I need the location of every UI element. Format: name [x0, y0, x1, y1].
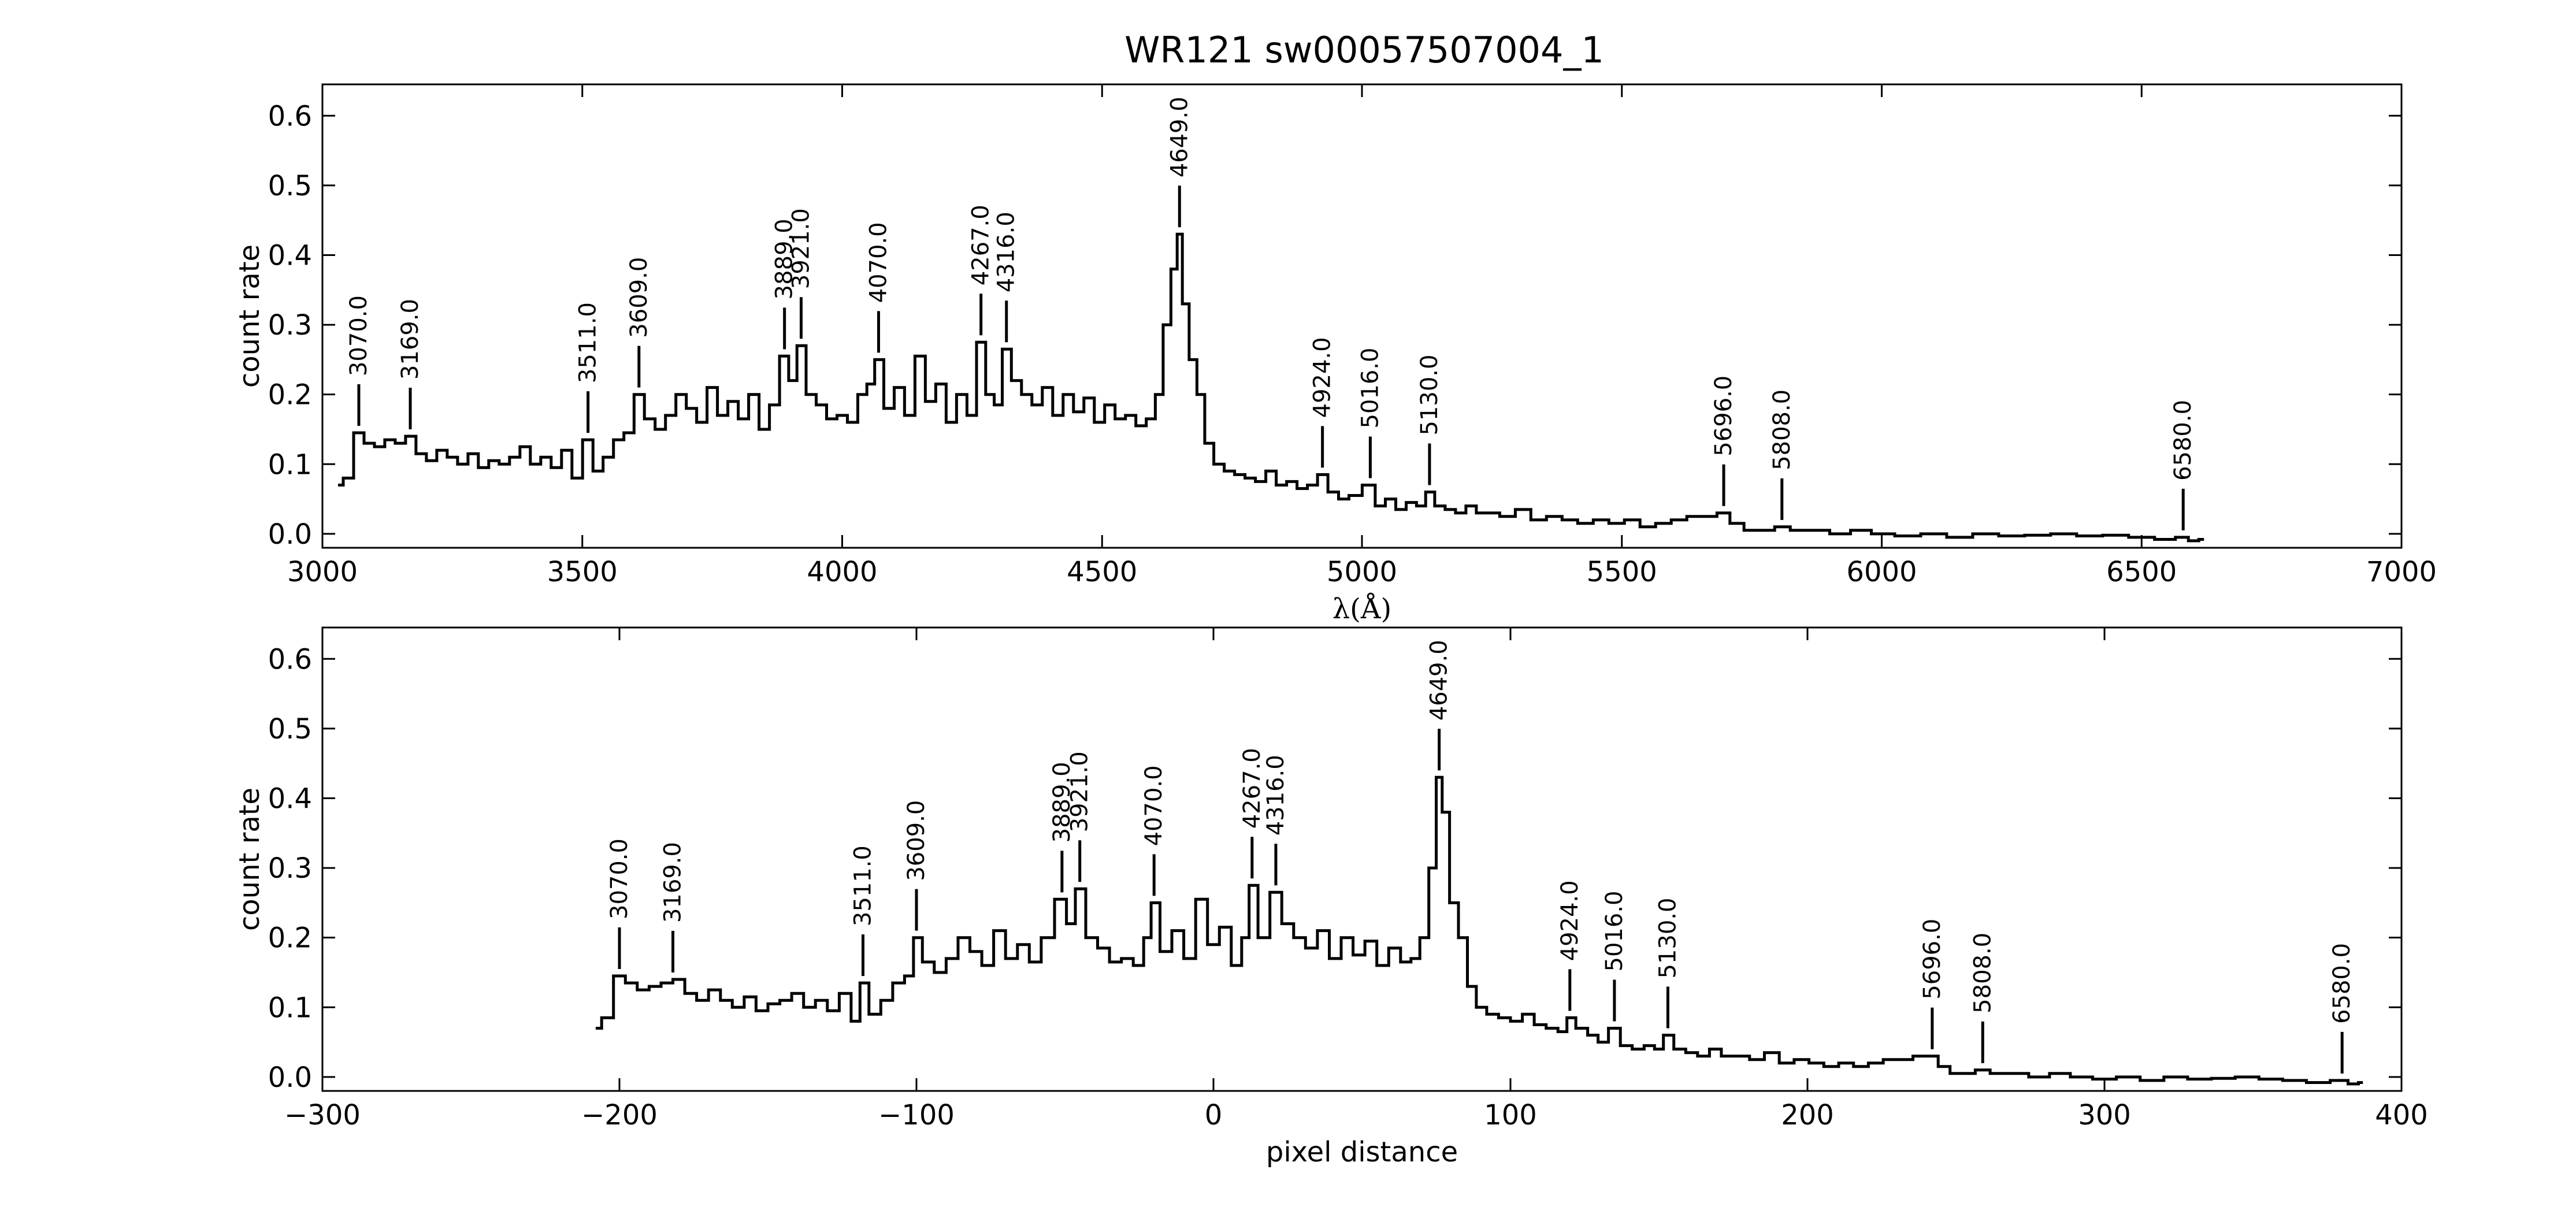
line-label: 3921.0	[788, 208, 814, 289]
x-tick-label: −100	[878, 1099, 955, 1131]
line-label: 4267.0	[968, 205, 994, 285]
line-label: 3070.0	[606, 838, 633, 919]
y-axis-label: count rate	[233, 788, 266, 931]
y-tick-label: 0.0	[268, 1061, 312, 1094]
y-tick-label: 0.2	[268, 379, 312, 411]
line-label: 4070.0	[865, 222, 892, 303]
y-tick-label: 0.4	[268, 239, 312, 272]
line-label: 3889.0	[771, 218, 798, 299]
x-tick-label: −200	[581, 1099, 658, 1131]
line-label: 4649.0	[1166, 96, 1193, 177]
line-label: 6580.0	[2329, 943, 2355, 1024]
line-label: 3609.0	[626, 257, 652, 338]
x-tick-label: 3500	[547, 556, 618, 588]
line-label: 4924.0	[1557, 880, 1583, 961]
line-label: 4649.0	[1426, 640, 1453, 721]
x-tick-label: 300	[2078, 1099, 2131, 1131]
y-tick-label: 0.5	[268, 713, 312, 745]
x-tick-label: 0	[1205, 1099, 1223, 1131]
chart-title: WR121 sw00057507004_1	[1124, 29, 1604, 71]
x-tick-label: 200	[1781, 1099, 1834, 1131]
axes-frame	[321, 626, 2403, 1092]
y-tick-label: 0.1	[268, 448, 312, 481]
line-label: 3511.0	[575, 302, 602, 383]
line-label: 3889.0	[1049, 762, 1075, 842]
line-label: 4316.0	[993, 211, 1020, 292]
line-label: 3511.0	[849, 845, 876, 926]
y-tick-label: 0.3	[268, 309, 312, 341]
x-axis-label: pixel distance	[1266, 1136, 1458, 1168]
x-tick-label: 4000	[807, 556, 877, 588]
line-label: 4924.0	[1309, 337, 1336, 418]
x-tick-label: −300	[284, 1099, 361, 1131]
line-label: 5696.0	[1710, 376, 1737, 456]
y-tick-label: 0.4	[268, 782, 312, 815]
x-tick-label: 5000	[1327, 556, 1397, 588]
x-tick-label: 7000	[2366, 556, 2437, 588]
y-tick-label: 0.5	[268, 170, 312, 202]
x-tick-label: 4500	[1067, 556, 1137, 588]
y-tick-label: 0.0	[268, 518, 312, 551]
spectrum-line	[595, 775, 2363, 1086]
panel-pixel-distance: −300 −200 −100 0 100 200 300 400 0.0 0.1 0.2 0.3 0.4…	[233, 626, 2428, 1168]
line-label: 3169.0	[397, 299, 424, 380]
line-label: 4070.0	[1141, 765, 1167, 846]
x-tick-label: 5500	[1587, 556, 1657, 588]
line-label: 3609.0	[903, 800, 930, 881]
y-axis-label: count rate	[233, 244, 266, 388]
x-tick-label: 6500	[2106, 556, 2177, 588]
line-label: 5808.0	[1969, 933, 1996, 1013]
x-tick-label: 6000	[1846, 556, 1917, 588]
line-label: 3169.0	[660, 842, 686, 923]
line-label: 5130.0	[1654, 898, 1681, 979]
line-label: 4316.0	[1263, 755, 1289, 836]
line-label: 6580.0	[2170, 400, 2196, 481]
panel-wavelength: 3000 3500 4000 4500 5000 5500 6000 6500 7000 0.0 0…	[233, 83, 2437, 625]
line-label: 3921.0	[1067, 751, 1093, 832]
x-tick-label: 3000	[287, 556, 358, 588]
line-label: 3070.0	[346, 295, 372, 376]
y-tick-label: 0.2	[268, 922, 312, 955]
y-tick-label: 0.6	[268, 100, 312, 132]
x-axis-label: λ(Å)	[1332, 592, 1392, 625]
line-label: 4267.0	[1239, 748, 1265, 829]
line-label: 5696.0	[1919, 919, 1946, 1000]
line-label: 5130.0	[1416, 355, 1443, 436]
y-tick-label: 0.1	[268, 992, 312, 1024]
y-tick-label: 0.6	[268, 643, 312, 675]
line-label: 5016.0	[1601, 890, 1628, 971]
x-tick-label: 400	[2375, 1099, 2428, 1131]
spectrum-line	[338, 232, 2204, 543]
y-tick-label: 0.3	[268, 852, 312, 885]
line-label: 5808.0	[1769, 389, 1795, 470]
line-label: 5016.0	[1357, 347, 1383, 428]
x-tick-label: 100	[1484, 1099, 1537, 1131]
